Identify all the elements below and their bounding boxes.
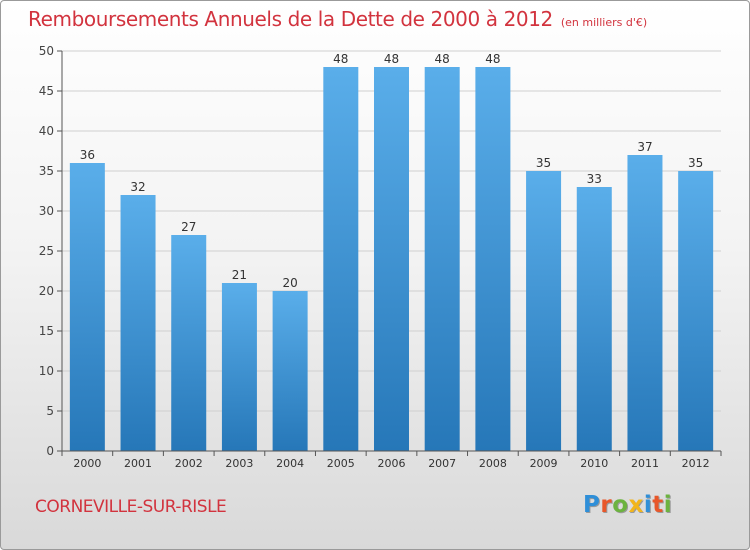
bar (526, 171, 562, 451)
data-label: 35 (688, 156, 703, 170)
x-tick-label: 2005 (327, 457, 355, 470)
logo-letter: o (612, 492, 629, 518)
data-label: 48 (485, 52, 500, 66)
bar (221, 283, 257, 451)
x-tick-label: 2006 (378, 457, 406, 470)
chart-title: Remboursements Annuels de la Dette de 20… (28, 7, 647, 31)
bar (475, 67, 511, 451)
data-label: 32 (130, 180, 145, 194)
y-tick-label: 40 (39, 124, 54, 138)
y-tick-label: 35 (39, 164, 54, 178)
logo-letter: t (652, 492, 664, 518)
data-label: 48 (333, 52, 348, 66)
y-tick-label: 30 (39, 204, 54, 218)
x-tick-label: 2007 (428, 457, 456, 470)
proxiti-logo: Proxiti (583, 492, 672, 518)
data-label: 27 (181, 220, 196, 234)
bar (424, 67, 460, 451)
bar (627, 155, 663, 451)
bar (576, 187, 612, 451)
bar (323, 67, 359, 451)
logo-letter: i (643, 492, 653, 518)
y-tick-label: 45 (39, 84, 54, 98)
x-tick-label: 2009 (530, 457, 558, 470)
x-tick-label: 2003 (225, 457, 253, 470)
y-tick-label: 0 (46, 444, 54, 458)
data-label: 37 (637, 140, 652, 154)
y-tick-label: 15 (39, 324, 54, 338)
x-tick-label: 2008 (479, 457, 507, 470)
data-label: 48 (384, 52, 399, 66)
bar (678, 171, 714, 451)
x-tick-label: 2012 (682, 457, 710, 470)
data-label: 36 (80, 148, 95, 162)
y-tick-label: 5 (46, 404, 54, 418)
data-label: 20 (282, 276, 297, 290)
bar (374, 67, 409, 451)
x-tick-label: 2001 (124, 457, 152, 470)
y-tick-label: 25 (39, 244, 54, 258)
bar (69, 163, 105, 451)
data-label: 33 (587, 172, 602, 186)
x-tick-label: 2000 (73, 457, 101, 470)
x-tick-label: 2002 (175, 457, 203, 470)
data-label: 21 (232, 268, 247, 282)
x-tick-label: 2010 (580, 457, 608, 470)
x-tick-label: 2011 (631, 457, 659, 470)
bar (120, 195, 156, 451)
logo-letter: P (583, 492, 601, 518)
logo-letter: i (663, 492, 673, 518)
title-unit: (en milliers d'€) (560, 16, 648, 29)
y-tick-label: 50 (39, 44, 54, 58)
logo-letter: x (628, 492, 644, 518)
commune-name: CORNEVILLE-SUR-RISLE (35, 497, 227, 517)
bar (272, 291, 308, 451)
bar (171, 235, 207, 451)
title-text: Remboursements Annuels de la Dette de 20… (28, 7, 553, 31)
y-tick-label: 10 (39, 364, 54, 378)
data-label: 35 (536, 156, 551, 170)
x-tick-label: 2004 (276, 457, 304, 470)
logo-letter: r (600, 492, 613, 518)
y-tick-label: 20 (39, 284, 54, 298)
data-label: 48 (435, 52, 450, 66)
